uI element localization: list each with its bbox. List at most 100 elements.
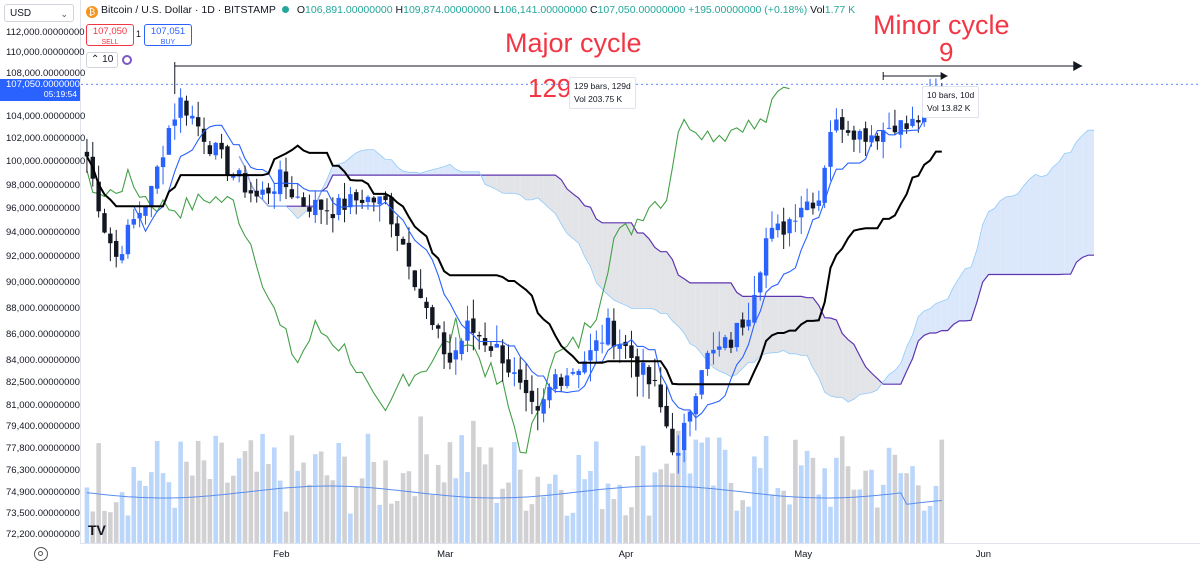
candle-body (277, 169, 283, 195)
minor-cycle-arrow-head (940, 72, 948, 80)
volume-bar (886, 447, 892, 543)
candle-body (828, 132, 833, 167)
volume-bar (488, 447, 494, 543)
ichimoku-cloud-segment (561, 179, 568, 234)
volume-bar (359, 478, 365, 543)
volume-bar (875, 507, 880, 543)
volume-bar (910, 466, 915, 543)
candle-body (354, 192, 359, 201)
volume-bar (283, 511, 289, 543)
volume-bar (307, 484, 312, 543)
candle-body (330, 214, 336, 219)
ichimoku-cloud-segment (649, 238, 655, 310)
sell-price: 107,050 (92, 26, 128, 37)
ichimoku-cloud-segment (584, 205, 591, 267)
close-label: C (590, 4, 598, 16)
candle-body (541, 399, 546, 414)
price-tick-label: 102,000.00000000 (6, 133, 86, 144)
candle-body (154, 166, 160, 189)
candle-body (359, 199, 365, 203)
candle-body (576, 370, 581, 376)
volume-bar (406, 471, 412, 543)
currency-select[interactable]: USD ⌄ (4, 4, 74, 22)
major-cycle-count: 129 (528, 73, 572, 103)
price-tick-label: 88,000.00000000 (6, 303, 80, 314)
chevron-down-icon: ⌄ (60, 9, 68, 19)
buy-button[interactable]: 107,051 BUY (144, 24, 192, 46)
volume-bar (143, 485, 148, 543)
ichimoku-cloud-segment (596, 219, 603, 290)
ichimoku-cloud-segment (736, 292, 743, 375)
ichimoku-cloud-segment (367, 149, 374, 176)
candle-body (740, 319, 745, 328)
candle-body (775, 223, 781, 231)
candle-body (886, 127, 892, 129)
current-price-tag: 107,050.00000000 05:19:54 (0, 79, 85, 101)
ichimoku-cloud-segment (842, 333, 849, 402)
ichimoku-cloud-segment (379, 154, 386, 176)
ichimoku-cloud-segment (865, 366, 872, 394)
volume-bar (295, 470, 301, 543)
volume-bar (541, 496, 546, 543)
ichimoku-cloud-segment (783, 296, 790, 354)
ichimoku-cloud-segment (444, 164, 450, 176)
ichimoku-cloud-segment (848, 339, 854, 402)
candle-body (213, 142, 218, 156)
volume-bar (289, 435, 295, 543)
ichimoku-cloud-segment (1035, 174, 1042, 275)
chikou-span-line (86, 86, 790, 454)
ichimoku-cloud-segment (930, 303, 936, 333)
volume-bar (763, 435, 769, 543)
candle-body (746, 319, 751, 327)
volume-bar (465, 472, 470, 543)
ichimoku-cloud-segment (514, 175, 521, 195)
sell-button[interactable]: 107,050 SELL (86, 24, 134, 46)
price-tick-label: 74,900.00000000 (6, 487, 80, 498)
ichimoku-cloud-segment (877, 378, 884, 390)
volume-bar (611, 499, 617, 543)
candle-body (477, 335, 482, 337)
volume-bar (517, 469, 523, 543)
ichimoku-cloud-segment (543, 175, 550, 209)
price-tick-label: 76,300.00000000 (6, 465, 80, 476)
ichimoku-cloud-segment (1076, 135, 1083, 263)
ichimoku-cloud-segment (982, 211, 989, 282)
time-axis[interactable]: Feb Mar Apr May Jun (80, 543, 1200, 565)
candle-body (131, 219, 136, 225)
indicators-toggle[interactable]: ⌃ 10 (86, 52, 119, 68)
ichimoku-cloud-segment (408, 172, 415, 176)
candle-body (195, 117, 201, 127)
buy-label: BUY (160, 39, 176, 46)
price-scale[interactable]: USD ⌄ 112,000.00000000 110,000.00000000 10… (0, 0, 85, 564)
volume-bar (787, 504, 792, 543)
price-tick-label: 86,000.00000000 (6, 329, 80, 340)
ichimoku-cloud-segment (613, 222, 620, 303)
candle-body (395, 223, 400, 236)
volume-bar (664, 463, 669, 543)
minor-cycle-label: Minor cycle (873, 10, 1010, 40)
low-label: L (493, 4, 500, 16)
price-tick-label: 82,500.00000000 (6, 377, 80, 388)
candle-body (517, 369, 523, 383)
volume-bar (646, 515, 652, 543)
volume-bar (822, 468, 827, 543)
candle-body (512, 372, 517, 374)
ichimoku-cloud-segment (420, 171, 427, 176)
volume-bar (201, 460, 207, 543)
settings-gear-icon[interactable] (34, 547, 48, 561)
chart-canvas[interactable] (81, 0, 1200, 543)
volume-bar (318, 451, 324, 543)
candle-body (307, 207, 312, 212)
ichimoku-cloud-segment (537, 175, 544, 203)
ichimoku-cloud-segment (801, 296, 808, 356)
symbol-legend[interactable]: ₿ Bitcoin / U.S. Dollar · 1D · BITSTAMP O1… (86, 4, 855, 20)
volume-bar (476, 447, 482, 543)
candle-body (722, 337, 728, 349)
ichimoku-cloud-segment (959, 268, 966, 321)
ichimoku-cloud-segment (795, 296, 802, 356)
volume-bar (582, 479, 587, 543)
candle-body (763, 238, 769, 276)
kijun-sen-line (86, 144, 942, 386)
candle-body (594, 340, 599, 351)
volume-value: 1.77 K (824, 4, 856, 16)
